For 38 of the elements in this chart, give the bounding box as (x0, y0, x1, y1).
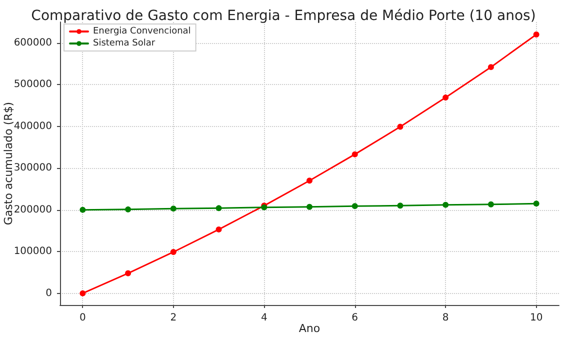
legend-label: Energia Convencional (93, 26, 191, 36)
y-tick-label: 100000 (14, 246, 52, 258)
x-axis-title: Ano (298, 322, 320, 335)
y-tick-label: 500000 (14, 79, 52, 90)
point (397, 124, 404, 130)
y-tick-label: 0 (46, 288, 52, 299)
point (125, 270, 132, 276)
x-tick-label: 2 (170, 312, 177, 324)
y-axis-title: Gasto acumulado (R$) (2, 102, 15, 226)
point (533, 200, 540, 207)
x-tick-label: 8 (442, 312, 449, 324)
point (216, 205, 222, 212)
point (352, 151, 358, 158)
y-tick-label: 400000 (14, 120, 52, 132)
point (170, 206, 176, 212)
point (306, 204, 312, 210)
x-tick-label: 0 (79, 312, 86, 324)
y-tick-label: 600000 (14, 37, 52, 48)
point (80, 206, 86, 213)
point (216, 226, 222, 232)
point (488, 201, 494, 208)
point (397, 202, 404, 209)
x-tick-label: 10 (530, 312, 543, 324)
point (442, 202, 449, 208)
point (170, 248, 176, 255)
point (125, 206, 132, 212)
y-tick-label: 200000 (14, 204, 52, 216)
x-tick-label: 4 (260, 312, 268, 324)
point (488, 64, 494, 70)
point (352, 203, 358, 210)
point (533, 32, 540, 38)
y-tick-label: 300000 (14, 162, 52, 174)
x-tick-label: 6 (352, 312, 358, 324)
chart-title: Comparativo de Gasto com Energia - Empresa de Médio Porte (10 anos) (31, 8, 536, 24)
legend-label: Sistema Solar (93, 38, 156, 48)
point (442, 94, 449, 101)
point (80, 290, 86, 296)
point (306, 178, 312, 184)
